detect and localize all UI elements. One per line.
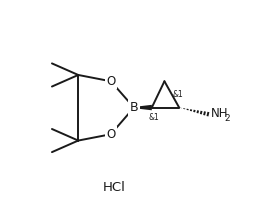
Text: &1: &1: [172, 91, 183, 99]
Text: HCl: HCl: [103, 181, 126, 194]
Polygon shape: [134, 105, 152, 110]
Text: O: O: [106, 75, 116, 88]
Text: &1: &1: [149, 113, 160, 122]
Text: B: B: [130, 101, 138, 114]
Text: O: O: [106, 128, 116, 141]
Text: NH: NH: [211, 107, 229, 120]
Text: 2: 2: [225, 114, 230, 123]
